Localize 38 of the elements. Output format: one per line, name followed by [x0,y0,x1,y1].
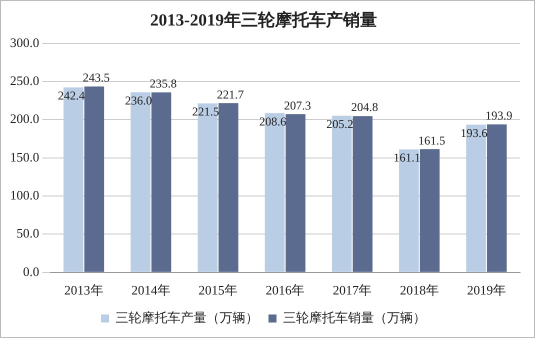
x-tick-label: 2014年 [131,282,170,298]
bar [486,124,507,272]
data-label: 242.4 [58,88,85,103]
bar [286,114,306,272]
data-label: 221.5 [192,104,220,118]
x-tick-label: 2016年 [266,282,305,298]
legend-label: 三轮摩托车销量（万辆） [283,310,426,325]
x-tick-label: 2015年 [198,282,238,298]
data-label: 243.5 [82,70,110,85]
data-label: 235.8 [150,76,177,91]
data-label: 161.5 [418,133,446,148]
x-tick-label: 2017年 [332,282,372,298]
data-label: 193.6 [460,126,488,140]
data-label: 221.7 [216,87,244,102]
y-tick-label: 250.0 [10,72,40,88]
y-tick-label: 100.0 [10,187,40,202]
x-tick-label: 2018年 [400,282,439,298]
bar [420,149,440,272]
y-tick-label: 50.0 [16,226,40,241]
y-tick-label: 0.0 [23,264,40,279]
y-tick-label: 150.0 [10,149,40,164]
data-label: 161.1 [393,150,420,165]
data-label: 208.6 [259,114,286,128]
data-label: 204.8 [351,100,378,114]
data-label: 207.3 [284,98,312,112]
x-tick-label: 2019年 [466,282,506,298]
bar [84,86,104,272]
bar [151,92,172,272]
chart-title: 2013-2019年三轮摩托车产销量 [150,10,377,30]
x-tick-label: 2013年 [64,282,104,298]
y-tick-label: 300.0 [10,34,40,50]
legend-label: 三轮摩托车产量（万辆） [116,310,258,325]
data-label: 193.9 [485,108,512,123]
data-label: 236.0 [125,93,152,108]
data-label: 205.2 [326,116,354,131]
bar [218,103,238,272]
bar [352,116,373,272]
y-tick-label: 200.0 [10,111,40,126]
